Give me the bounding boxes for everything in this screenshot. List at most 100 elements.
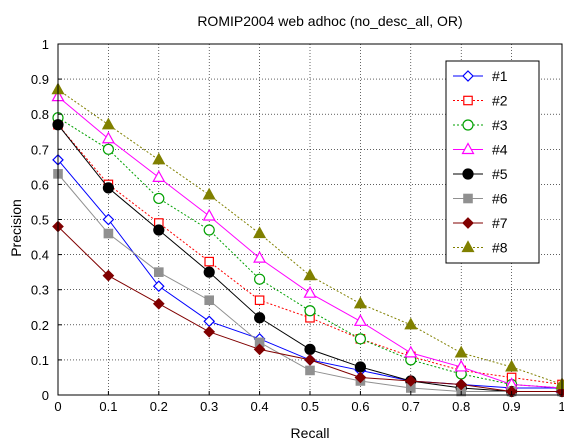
grid — [58, 44, 562, 395]
data-point — [202, 208, 216, 221]
data-point — [304, 305, 316, 317]
data-point — [304, 343, 316, 355]
legend-marker — [461, 240, 475, 253]
data-point — [154, 267, 164, 277]
legend-item: #7 — [453, 215, 508, 231]
data-point — [404, 345, 418, 358]
x-tick-label: 0.6 — [351, 399, 369, 414]
data-point — [253, 343, 266, 356]
data-point — [303, 268, 317, 281]
y-tick-label: 0.2 — [31, 318, 49, 333]
data-point — [153, 192, 165, 205]
y-tick-label: 0.9 — [31, 72, 49, 87]
data-point — [153, 224, 165, 236]
data-point — [103, 228, 114, 239]
legend-marker — [463, 95, 473, 106]
legend-item: #6 — [453, 191, 508, 207]
data-point — [505, 359, 519, 372]
x-tick-label: 0.7 — [402, 399, 420, 414]
y-tick-label: 1 — [42, 37, 49, 52]
y-tick-label: 0.7 — [31, 142, 49, 157]
legend-label: #7 — [492, 215, 508, 231]
x-tick-label: 0.9 — [503, 399, 521, 414]
data-point — [253, 250, 267, 263]
data-point — [102, 182, 115, 194]
legend-box — [445, 60, 540, 264]
legend-label: #2 — [492, 93, 508, 109]
data-point — [101, 117, 115, 130]
data-point — [102, 269, 115, 282]
legend-label: #8 — [492, 240, 508, 256]
legend-label: #3 — [492, 117, 508, 133]
legend-item: #4 — [453, 142, 508, 158]
data-point — [204, 256, 214, 267]
series-4 — [51, 89, 564, 393]
x-tick-label: 0.1 — [99, 399, 117, 414]
y-axis-label: Precision — [8, 199, 24, 257]
x-tick-label: 0.2 — [150, 399, 168, 414]
data-point — [101, 131, 115, 144]
data-point — [203, 325, 216, 338]
data-point — [202, 187, 216, 200]
data-point — [404, 317, 418, 330]
data-point — [354, 333, 366, 345]
data-point — [254, 312, 266, 324]
legend-label: #1 — [492, 68, 508, 84]
y-tick-label: 0.6 — [31, 177, 49, 192]
x-tick-label: 1 — [558, 399, 564, 414]
legend-marker — [461, 142, 475, 155]
x-tick-label: 0.5 — [301, 399, 319, 414]
y-tick-label: 0.3 — [31, 283, 49, 298]
y-tick-label: 0 — [42, 388, 49, 403]
ticks: 0 0.1 0.2 0.3 0.4 0.5 0.6 0.7 0.8 0.9 1 0 0.1 0.2 0.3 0… — [31, 37, 564, 414]
data-point — [354, 361, 366, 373]
chart-title: ROMIP2004 web adhoc (no_desc_all, OR) — [197, 13, 462, 29]
series-7 — [52, 220, 564, 398]
series-line — [57, 117, 563, 389]
data-point — [304, 354, 316, 366]
data-point — [454, 345, 468, 358]
data-point — [254, 295, 265, 306]
legend-label: #5 — [492, 166, 508, 182]
y-tick-label: 0.5 — [31, 213, 49, 228]
legend-marker — [463, 193, 473, 204]
legend-marker — [462, 217, 474, 229]
legend-marker — [462, 119, 474, 131]
data-point — [353, 314, 367, 326]
data-point — [203, 266, 215, 278]
x-tick-label: 0 — [54, 399, 61, 414]
y-tick-label: 0.4 — [31, 248, 49, 263]
legend-label: #6 — [492, 191, 508, 207]
legend-item: #5 — [453, 166, 508, 182]
data-point — [102, 143, 115, 155]
y-tick-label: 0.1 — [31, 353, 49, 368]
data-point — [353, 296, 367, 309]
legend-label: #4 — [492, 142, 508, 158]
legend-item: #1 — [453, 68, 508, 84]
data-point — [303, 285, 317, 298]
data-point — [354, 371, 367, 384]
data-point — [152, 152, 166, 165]
data-point — [204, 295, 214, 306]
legend-marker — [462, 70, 474, 82]
x-tick-label: 0.4 — [251, 399, 269, 414]
data-point — [152, 297, 165, 310]
legend-marker — [462, 168, 474, 180]
data-point — [102, 213, 115, 226]
data-point — [152, 170, 166, 182]
legend-item: #8 — [453, 240, 508, 256]
legend: #1 #2 #3 #4 #5 #6 #7 #8 — [445, 60, 540, 264]
y-tick-label: 0.8 — [31, 107, 49, 122]
data-point — [253, 226, 267, 239]
legend-item: #2 — [453, 93, 508, 109]
x-tick-label: 0.8 — [452, 399, 470, 414]
data-point — [454, 359, 468, 372]
x-axis-label: Recall — [291, 425, 330, 441]
data-point — [254, 273, 266, 285]
legend-item: #3 — [453, 117, 508, 133]
data-point — [152, 280, 165, 293]
data-point — [455, 378, 468, 391]
data-point — [305, 365, 315, 376]
x-tick-label: 0.3 — [200, 399, 218, 414]
